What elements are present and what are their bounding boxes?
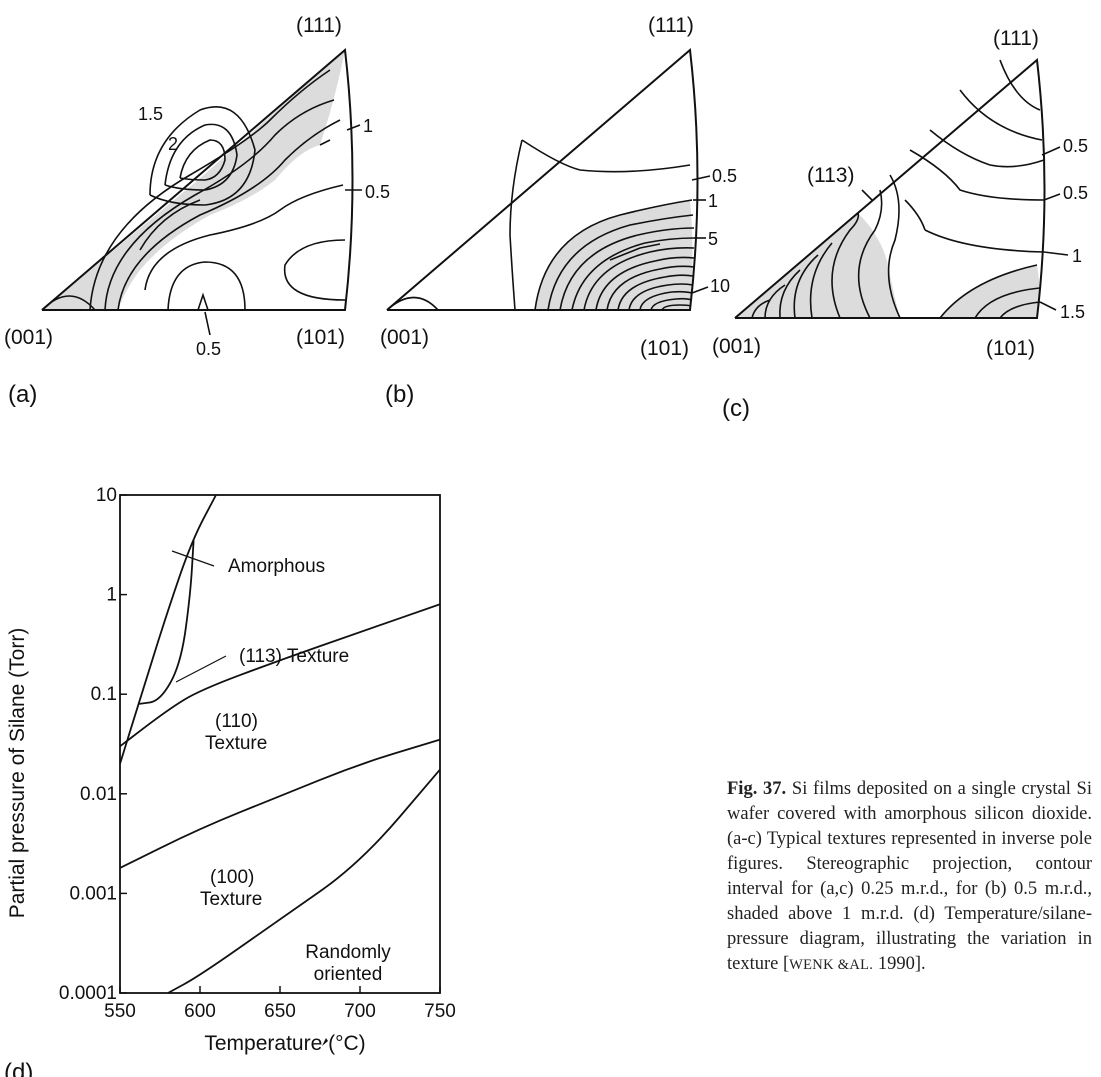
y-tick-label-0: 0.0001 <box>59 983 117 1004</box>
contours-c <box>751 59 1045 319</box>
corner-label-101-a: (101) <box>296 326 345 349</box>
caption-ref-author: WENK &AL. <box>789 957 874 973</box>
y-tick-label-2: 0.01 <box>80 784 117 805</box>
corner-label-111-b: (111) <box>648 14 694 37</box>
x-tick-label-3: 700 <box>344 1001 376 1022</box>
region-label-1: (113) Texture <box>239 646 349 667</box>
panel-label-c: (c) <box>722 395 750 422</box>
contour-label-b-4: 10 <box>710 276 730 296</box>
label-113-c: (113) <box>807 164 854 187</box>
contour-label-b-3: 5 <box>708 229 718 249</box>
boundary-line-3 <box>119 738 441 869</box>
y-axis-title: Partial pressure of Silane (Torr) <box>6 628 29 919</box>
panel-label-a: (a) <box>8 381 37 408</box>
contours-a <box>41 69 346 311</box>
contour-label-a-1: 1.5 <box>138 104 163 124</box>
region-label-3: (100) Texture <box>200 867 262 910</box>
phase-diagram-d: 550 600 650 700 750 0.0001 0.001 0.01 0.1 1 10 Amor… <box>4 485 456 1077</box>
inverse-pole-figure-b: (111) (001) (101) 0.5 1 5 10 (b) <box>380 14 737 408</box>
boundary-line-0 <box>119 494 217 765</box>
caption-fig-label: Fig. 37. <box>727 779 787 799</box>
contour-label-b-2: 1 <box>708 191 718 211</box>
corner-label-111-a: (111) <box>296 14 342 37</box>
inverse-pole-figure-c: (111) (001) (101) (113) 0.5 0.5 1 1.5 (c… <box>712 27 1088 422</box>
y-tick-label-5: 10 <box>96 485 117 506</box>
boundary-line-4 <box>167 769 441 994</box>
region-label-4: Randomly oriented <box>305 942 391 985</box>
contour-label-c-1: 0.5 <box>1063 136 1088 156</box>
panel-label-d: (d) <box>4 1059 33 1077</box>
contour-label-a-5: 0.5 <box>196 339 221 359</box>
contour-label-a-4: 0.5 <box>365 182 390 202</box>
stray-mark <box>322 1038 328 1046</box>
triangle-edge-c <box>734 58 1046 319</box>
corner-label-101-b: (101) <box>640 337 689 360</box>
panel-label-b: (b) <box>385 381 414 408</box>
region-label-0: Amorphous <box>228 556 325 577</box>
inverse-pole-figure-a: (111) (001) (101) 1.5 2 1 0.5 0.5 (a) <box>4 14 390 408</box>
chart-layer: 550 600 650 700 750 0.0001 0.001 0.01 0.1 1 10 Amor… <box>59 485 456 1022</box>
corner-label-101-c: (101) <box>986 337 1035 360</box>
triangle-edge-b <box>386 48 699 311</box>
x-tick-label-2: 650 <box>264 1001 296 1022</box>
x-tick-label-0: 550 <box>104 1001 136 1022</box>
boundary-line-1 <box>139 540 195 705</box>
shaded-corner-a <box>42 297 95 310</box>
triangle-edge-a <box>41 48 354 311</box>
x-axis-title: Temperature (°C) <box>204 1032 365 1055</box>
corner-label-001-c: (001) <box>712 335 761 358</box>
region-leader-1 <box>175 655 227 683</box>
region-leader-0 <box>171 550 215 567</box>
caption-text-1: Si films deposited on a single crystal S… <box>727 779 1092 974</box>
contour-label-c-4: 1.5 <box>1060 302 1085 322</box>
chart-clip-area <box>120 495 440 1055</box>
figure-caption: Fig. 37. Si films deposited on a single … <box>727 777 1092 978</box>
contour-label-a-3: 1 <box>363 116 373 136</box>
region-label-2: (110) Texture <box>205 711 267 754</box>
shaded-region-c-corner <box>940 265 1040 318</box>
contour-label-a-2: 2 <box>168 134 178 154</box>
corner-label-111-c: (111) <box>993 27 1039 50</box>
contour-label-b-1: 0.5 <box>712 166 737 186</box>
contour-label-c-3: 1 <box>1072 246 1082 266</box>
boundary-line-2 <box>119 603 441 747</box>
contour-label-c-2: 0.5 <box>1063 183 1088 203</box>
corner-label-001-a: (001) <box>4 326 53 349</box>
contours-b <box>386 139 695 311</box>
y-tick-label-3: 0.1 <box>91 684 117 705</box>
caption-text-2: 1990]. <box>873 954 926 974</box>
corner-label-001-b: (001) <box>380 326 429 349</box>
y-tick-label-4: 1 <box>106 585 117 606</box>
y-tick-label-1: 0.001 <box>69 883 117 904</box>
x-tick-label-4: 750 <box>424 1001 456 1022</box>
x-tick-label-1: 600 <box>184 1001 216 1022</box>
